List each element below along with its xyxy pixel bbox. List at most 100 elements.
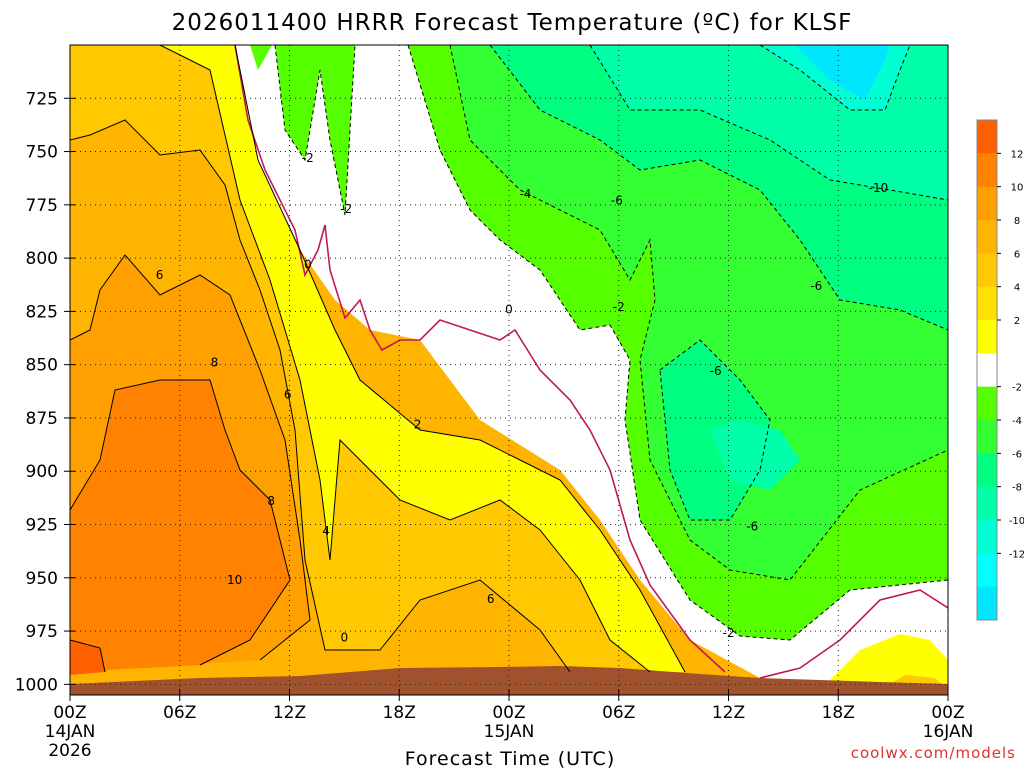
fill-band-below-neg12 — [795, 45, 890, 100]
colorbar-label: -8 — [1012, 483, 1022, 494]
colorbar-swatch — [977, 220, 997, 254]
y-tick-label: 975 — [26, 622, 58, 642]
contour-line-12 — [70, 639, 106, 673]
x-tick-label: 06Z — [163, 703, 196, 723]
contour-label: 6 — [156, 268, 164, 282]
contour-line-10 — [70, 379, 291, 666]
x-tick-label: 18Z — [822, 703, 855, 723]
contour-label: -6 — [810, 279, 822, 293]
contour-line-neg4 — [449, 45, 948, 581]
contour-label: 10 — [227, 573, 242, 587]
colorbar-swatch — [977, 453, 997, 488]
colorbar-swatch — [977, 386, 997, 421]
contour-label: 6 — [284, 388, 292, 402]
contour-line-neg2-top — [274, 45, 356, 216]
chart-title: 2026011400 HRRR Forecast Temperature (ºC… — [172, 10, 853, 36]
x-tick-label: 00Z — [53, 703, 86, 723]
colorbar-swatch — [977, 353, 997, 388]
x-tick-label: 12Z — [273, 703, 306, 723]
colorbar-label: 2 — [1014, 316, 1020, 327]
y-axis: 725 750 775 800 825 850 875 900 925 950 975 1000 — [15, 89, 76, 695]
x-tick-date-label: 16JAN — [923, 722, 974, 742]
y-tick-label: 875 — [26, 409, 58, 429]
x-tick-label: 18Z — [383, 703, 416, 723]
colorbar-label: -6 — [1012, 449, 1022, 460]
contour-label: -6 — [710, 364, 722, 378]
y-tick-label: 950 — [26, 569, 58, 589]
y-tick-label: 825 — [26, 302, 58, 322]
x-tick-date-label: 15JAN — [484, 722, 535, 742]
contour-line-neg10 — [759, 45, 911, 111]
contour-label: -2 — [302, 151, 314, 165]
colorbar-label: -2 — [1012, 383, 1022, 394]
contour-line-4 — [159, 45, 651, 673]
colorbar-swatch — [977, 586, 997, 621]
x-tick-date-label: 2026 — [48, 741, 91, 761]
y-tick-label: 725 — [26, 89, 58, 109]
fill-band-neg8-to-neg10 — [590, 45, 948, 490]
contour-label: -10 — [869, 181, 889, 195]
colorbar-swatch — [977, 320, 997, 354]
colorbar-label: -12 — [1009, 549, 1024, 560]
contour-label: -4 — [519, 187, 531, 201]
y-tick-label: 850 — [26, 356, 58, 376]
colorbar-swatch — [977, 253, 997, 288]
colorbar-swatch — [977, 286, 997, 321]
colorbar: 12 10 8 6 4 2 -2 -4 -6 -8 -10 -12 — [976, 119, 1024, 621]
colorbar-label: 4 — [1014, 283, 1020, 294]
contour-lines — [70, 45, 948, 679]
contour-line-neg6 — [489, 45, 948, 331]
contour-fill-field — [70, 45, 948, 695]
credit-text[interactable]: coolwx.com/models — [851, 744, 1016, 762]
colorbar-label: 12 — [1011, 149, 1024, 160]
contour-label: 8 — [211, 356, 219, 370]
x-axis-label: Forecast Time (UTC) — [405, 748, 615, 768]
contour-label: -6 — [611, 194, 623, 208]
fill-band-2-to-4-right — [820, 634, 948, 690]
y-tick-label: 925 — [26, 516, 58, 536]
contour-label: 0 — [341, 630, 349, 644]
colorbar-swatch — [977, 553, 997, 588]
contour-label: 0 — [304, 258, 312, 272]
colorbar-swatch — [977, 186, 997, 221]
contour-label: 6 — [487, 592, 495, 606]
contour-line-zero — [234, 45, 726, 673]
colorbar-label: 8 — [1014, 216, 1020, 227]
contour-label: 8 — [267, 494, 275, 508]
x-tick-label: 00Z — [931, 703, 964, 723]
x-tick-date-label: 14JAN — [45, 722, 96, 742]
colorbar-swatch — [977, 153, 997, 188]
y-tick-label: 1000 — [15, 675, 58, 695]
colorbar-label: -4 — [1012, 416, 1022, 427]
y-tick-label: 800 — [26, 249, 58, 269]
contour-label: 0 — [505, 302, 513, 316]
contour-label: -2 — [723, 626, 735, 640]
contour-labels: -2 -2 0 0 -2 -4 -6 -6 -6 -6 -2 -10 2 4 6 6 6 8 8 10 0 — [156, 151, 889, 645]
x-tick-label: 06Z — [602, 703, 635, 723]
colorbar-swatch — [977, 420, 997, 454]
x-tick-label: 00Z — [492, 703, 525, 723]
contour-label: 4 — [322, 524, 330, 538]
colorbar-swatch — [977, 486, 997, 521]
colorbar-label: 6 — [1014, 249, 1020, 260]
contour-line-zero-right — [759, 589, 948, 679]
colorbar-label: -10 — [1009, 516, 1024, 527]
contour-line-8 — [70, 254, 311, 661]
fill-band-above-12 — [70, 640, 105, 675]
x-tick-label: 12Z — [712, 703, 745, 723]
colorbar-swatch — [977, 120, 997, 154]
colorbar-frame — [976, 119, 998, 621]
contour-line-6 — [70, 119, 571, 673]
colorbar-label: 10 — [1011, 183, 1024, 194]
contour-label: -6 — [746, 520, 758, 534]
y-tick-label: 775 — [26, 196, 58, 216]
contour-label: 2 — [414, 417, 422, 431]
contour-label: -2 — [340, 202, 352, 216]
y-tick-label: 750 — [26, 143, 58, 163]
contour-line-neg2 — [407, 45, 948, 641]
colorbar-swatch — [977, 520, 997, 554]
y-tick-label: 900 — [26, 462, 58, 482]
contour-line-2 — [234, 45, 686, 673]
